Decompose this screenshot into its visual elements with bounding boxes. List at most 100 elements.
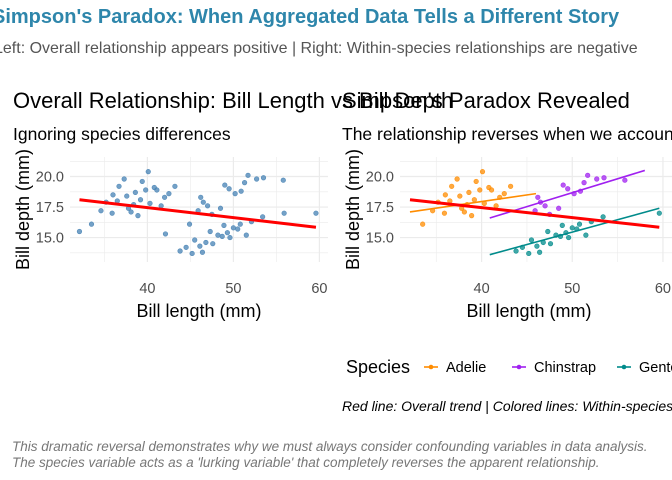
right-x-tick-label: 60 [655, 281, 671, 297]
left-point-all [226, 186, 232, 192]
right-point-gentoo [545, 228, 551, 235]
right-point-chinstrap [581, 180, 587, 186]
left-point-all [109, 210, 115, 216]
left-point-all [210, 241, 216, 247]
left-point-all [243, 232, 249, 238]
right-point-adelie [441, 210, 448, 216]
right-point-adelie [466, 189, 472, 196]
left-chart-title: Overall Relationship: Bill Length vs Bil… [13, 88, 453, 113]
right-trend-line-overall [409, 198, 660, 229]
left-point-all [207, 228, 213, 235]
right-point-adelie [479, 169, 486, 175]
right-point-gentoo [600, 214, 606, 220]
left-point-all [238, 188, 244, 194]
right-point-chinstrap [556, 205, 562, 211]
right-x-axis-label: Bill length (mm) [466, 301, 591, 321]
left-point-all [186, 221, 193, 227]
right-point-chinstrap [601, 175, 607, 181]
left-point-all [219, 233, 225, 239]
left-point-all [280, 177, 286, 183]
legend-key-point-chinstrap [516, 364, 522, 370]
left-point-all [227, 234, 233, 241]
left-point-all [205, 203, 211, 209]
left-y-axis-label: Bill depth (mm) [13, 149, 33, 270]
right-point-gentoo [559, 222, 565, 228]
right-point-adelie [442, 192, 448, 198]
right-point-adelie [508, 183, 514, 189]
left-point-all [189, 250, 195, 257]
right-point-gentoo [513, 248, 519, 254]
left-x-tick-label: 50 [225, 281, 241, 297]
left-chart-subtitle: Ignoring species differences [13, 124, 231, 144]
right-point-gentoo [526, 250, 532, 257]
left-y-tick-label: 20.0 [36, 170, 64, 186]
right-point-chinstrap [535, 194, 541, 200]
left-point-all [172, 183, 178, 189]
left-point-all [132, 189, 138, 196]
left-point-all [166, 191, 172, 197]
left-y-tick-label: 15.0 [36, 231, 64, 247]
left-point-all [235, 226, 241, 232]
left-point-all [230, 225, 236, 231]
left-point-all [76, 228, 83, 235]
right-point-chinstrap [585, 172, 591, 178]
left-point-all [147, 200, 153, 206]
left-point-all [158, 203, 164, 209]
right-point-gentoo [656, 210, 662, 216]
left-point-all [215, 232, 221, 238]
right-point-chinstrap [560, 182, 566, 188]
right-point-chinstrap [565, 186, 571, 192]
left-point-all [197, 243, 203, 249]
legend-label-chinstrap: Chinstrap [534, 360, 596, 376]
right-point-chinstrap [594, 176, 600, 182]
left-point-all [139, 178, 145, 185]
legend-key-point-gentoo [621, 364, 627, 370]
left-point-all [162, 231, 169, 237]
left-x-axis-label: Bill length (mm) [136, 301, 261, 321]
caption-line-1: This dramatic reversal demonstrates why … [12, 439, 648, 454]
left-point-all [203, 239, 209, 246]
legend-label-gentoo: Gentoo [639, 360, 672, 376]
right-point-adelie [461, 209, 467, 215]
left-point-all [145, 169, 151, 175]
left-y-tick-label: 17.5 [36, 200, 64, 216]
left-point-all [281, 210, 287, 216]
right-point-adelie [477, 187, 483, 193]
left-point-all [241, 180, 248, 186]
caption-line-2: The species variable acts as a 'lurking … [12, 455, 600, 470]
right-y-tick-label: 17.5 [366, 200, 394, 216]
left-point-all [151, 184, 157, 191]
legend-title: Species [346, 357, 410, 377]
left-point-all [260, 214, 266, 220]
left-point-all [245, 172, 251, 178]
left-point-all [232, 191, 238, 197]
left-x-tick-label: 60 [311, 281, 327, 297]
left-point-all [222, 182, 228, 188]
left-point-all [177, 248, 183, 254]
legend-key-point-adelie [428, 364, 434, 370]
right-point-gentoo [537, 249, 543, 255]
right-point-gentoo [576, 221, 583, 227]
right-chart-title: Simpson's Paradox Revealed [342, 88, 630, 113]
right-point-gentoo [528, 237, 535, 243]
left-point-all [237, 221, 243, 227]
right-point-gentoo [566, 234, 572, 241]
left-point-all [124, 193, 130, 199]
left-point-all [221, 222, 227, 228]
right-y-tick-label: 15.0 [366, 231, 394, 247]
left-point-all [116, 183, 122, 189]
left-point-all [162, 194, 168, 200]
right-x-tick-label: 40 [474, 281, 490, 297]
left-x-tick-label: 40 [139, 281, 155, 297]
right-point-gentoo [547, 241, 554, 247]
right-point-adelie [471, 197, 477, 203]
left-point-all [98, 208, 104, 214]
left-point-all [110, 192, 116, 198]
left-point-all [128, 209, 134, 215]
left-point-all [88, 221, 95, 227]
right-point-gentoo [569, 225, 575, 231]
right-x-tick-label: 50 [564, 281, 580, 297]
left-point-all [217, 205, 224, 211]
